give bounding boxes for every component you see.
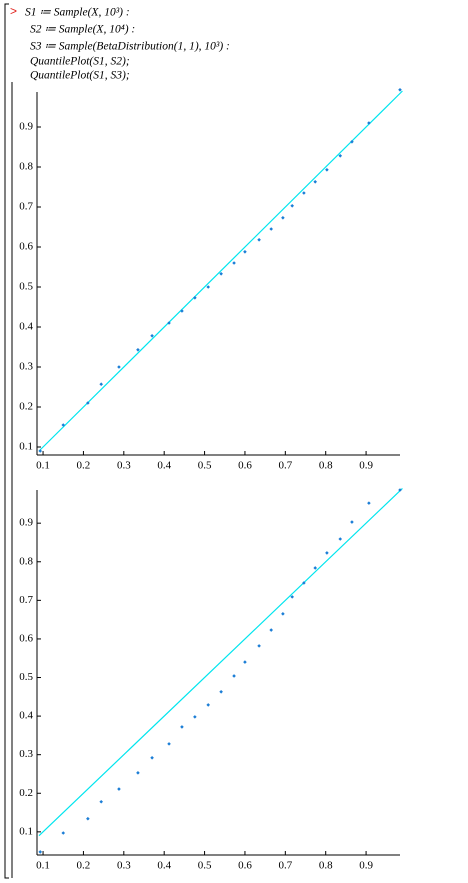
x-tick-label: 0.2 [77,460,91,472]
y-tick-label: 0.5 [19,671,33,683]
quantile-point [38,850,43,854]
reference-line [38,488,403,837]
y-tick-label: 0.1 [19,441,33,453]
x-tick-label: 0.6 [238,460,252,472]
quantile-point [117,787,121,791]
y-tick-label: 0.8 [19,555,33,567]
quantile-point [38,449,43,453]
quantile-point [150,755,154,760]
quantile-point [117,365,121,369]
quantile-point [86,816,90,821]
x-tick-label: 0.7 [278,860,292,872]
quantile-point [61,423,66,427]
y-tick-label: 0.7 [19,594,33,606]
y-tick-label: 0.1 [19,825,33,837]
y-tick-label: 0.7 [19,201,33,213]
y-tick-label: 0.4 [19,321,33,333]
x-tick-label: 0.7 [278,460,292,472]
quantile-point [99,799,104,804]
quantile-point [269,628,273,632]
y-tick-label: 0.4 [19,710,33,722]
quantile-point [257,644,261,648]
y-tick-label: 0.9 [19,121,33,133]
x-tick-label: 0.6 [238,860,252,872]
quantile-point [232,674,236,678]
quantile-point [325,551,329,555]
quantile-point [167,321,171,325]
quantile-point [86,401,90,405]
code-line: QuantilePlot(S1, S3); [30,70,130,82]
quantile-point [325,168,329,172]
group-bracket [4,3,9,879]
x-tick-label: 0.9 [359,460,373,472]
code-line: QuantilePlot(S1, S2); [30,56,130,68]
x-tick-label: 0.1 [36,460,50,472]
x-tick-label: 0.5 [198,860,212,872]
y-tick-label: 0.6 [19,241,33,253]
y-tick-label: 0.3 [19,361,33,373]
x-tick-label: 0.8 [319,460,333,472]
y-tick-label: 0.2 [19,787,33,799]
quantile-point [61,831,66,835]
quantile-point [338,537,343,541]
x-tick-label: 0.4 [157,460,171,472]
quantile-point [302,191,306,195]
y-tick-label: 0.5 [19,281,33,293]
quantile-point [180,725,184,729]
y-tick-label: 0.8 [19,161,33,173]
x-tick-label: 0.1 [36,860,50,872]
x-tick-label: 0.5 [198,460,212,472]
x-tick-label: 0.8 [319,860,333,872]
code-line: S2 ≔ Sample(X, 10⁴) : [30,24,135,36]
reference-line [38,90,403,452]
quantile-point [281,612,285,616]
x-tick-label: 0.2 [77,860,91,872]
quantile-point [136,348,140,352]
y-tick-label: 0.2 [19,401,33,413]
x-tick-label: 0.9 [359,860,373,872]
x-tick-label: 0.4 [157,860,171,872]
quantile-point [367,121,371,125]
quantile-point [150,334,154,338]
y-tick-label: 0.9 [19,517,33,529]
prompt: > [10,4,17,18]
quantile-point [398,88,402,92]
quantile-point [350,140,354,144]
quantile-point [313,180,318,184]
quantile-point [398,488,402,492]
quantile-point [243,660,247,664]
quantile-point [219,689,223,694]
quantile-point [193,715,197,719]
quantile-point [219,272,223,276]
code-line: S1 ≔ Sample(X, 10³) : [25,7,130,19]
quantile-point [257,238,261,242]
y-tick-label: 0.6 [19,632,33,644]
y-tick-label: 0.3 [19,748,33,760]
quantile-point [281,216,285,220]
quantile-point [302,581,306,585]
quantile-point [232,261,236,265]
quantile-point [193,296,197,300]
quantile-point [290,595,294,599]
quantile-point [313,566,318,570]
quantile-point [180,309,184,313]
x-tick-label: 0.3 [117,860,131,872]
quantile-point [167,742,171,746]
quantile-point [338,154,343,158]
quantile-point [136,771,140,775]
quantile-point [367,501,371,505]
x-tick-label: 0.3 [117,460,131,472]
quantile-point [206,703,211,707]
quantile-point [243,250,247,254]
quantile-point [99,382,104,386]
quantile-point [269,227,273,231]
quantile-point [350,520,354,524]
code-line: S3 ≔ Sample(BetaDistribution(1, 1), 10³)… [30,41,230,53]
quantile-point [290,204,294,208]
quantile-point [206,285,211,289]
